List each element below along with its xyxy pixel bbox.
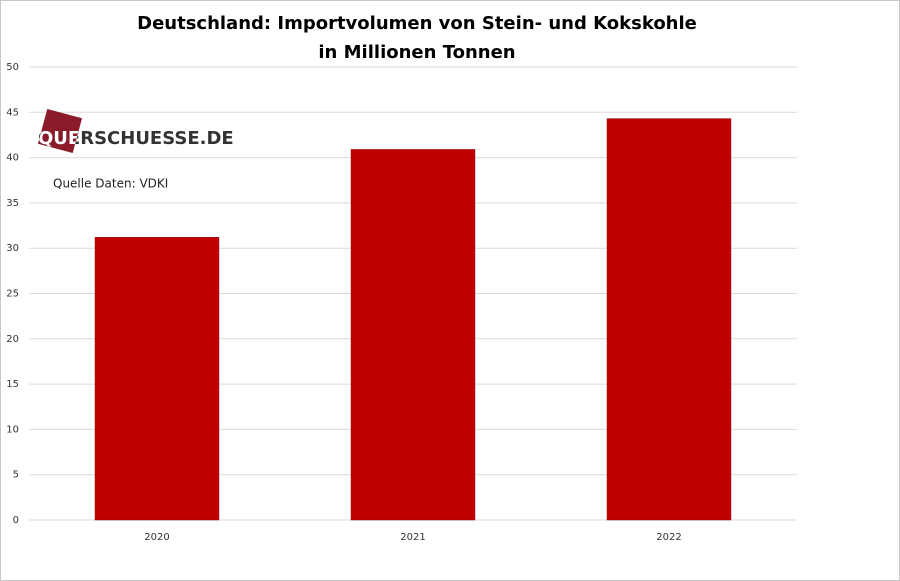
bar xyxy=(606,118,732,521)
bar xyxy=(350,149,476,521)
y-tick-label: 15 xyxy=(6,379,19,390)
y-tick-label: 10 xyxy=(6,424,19,435)
logo-text-overlay: QUERSCHUESSE.DE xyxy=(38,128,234,149)
x-tick-label: 2022 xyxy=(656,532,681,543)
y-tick-label: 35 xyxy=(6,198,19,209)
y-tick-label: 50 xyxy=(6,62,19,73)
y-tick-label: 30 xyxy=(6,243,19,254)
y-tick-label: 5 xyxy=(13,470,19,481)
x-tick-label: 2021 xyxy=(400,532,425,543)
y-tick-label: 0 xyxy=(13,515,19,526)
y-tick-label: 45 xyxy=(6,107,19,118)
chart-subtitle: in Millionen Tonnen xyxy=(318,42,515,63)
y-tick-label: 25 xyxy=(6,289,19,300)
source-note: Quelle Daten: VDKI xyxy=(53,177,168,191)
x-tick-label: 2020 xyxy=(144,532,169,543)
y-tick-label: 20 xyxy=(6,334,19,345)
y-tick-label: 40 xyxy=(6,153,19,164)
logo-mark xyxy=(37,108,83,154)
logo-text: QUERSCHUESSE.DE xyxy=(38,128,234,149)
chart-title: Deutschland: Importvolumen von Stein- un… xyxy=(137,13,697,34)
plot-area: 0 5 10 15 20 25 30 35 40 45 50 2020 2021 2022 xyxy=(6,62,797,543)
bar xyxy=(94,237,220,521)
